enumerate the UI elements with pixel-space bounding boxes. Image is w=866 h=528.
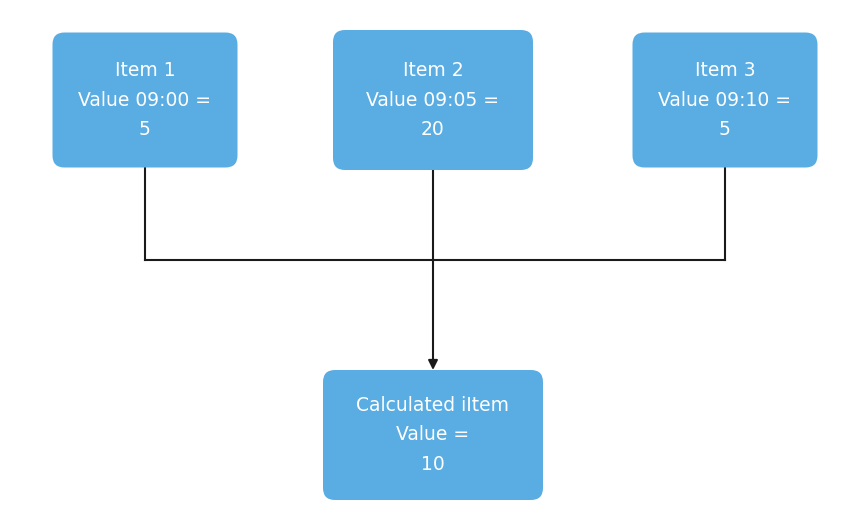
FancyBboxPatch shape bbox=[632, 33, 818, 167]
Text: Item 1
Value 09:00 =
5: Item 1 Value 09:00 = 5 bbox=[79, 61, 211, 139]
Text: Calculated iItem
Value =
10: Calculated iItem Value = 10 bbox=[357, 396, 509, 474]
FancyBboxPatch shape bbox=[323, 370, 543, 500]
FancyBboxPatch shape bbox=[333, 30, 533, 170]
Text: Item 2
Value 09:05 =
20: Item 2 Value 09:05 = 20 bbox=[366, 61, 500, 139]
FancyBboxPatch shape bbox=[53, 33, 237, 167]
Text: Item 3
Value 09:10 =
5: Item 3 Value 09:10 = 5 bbox=[658, 61, 792, 139]
